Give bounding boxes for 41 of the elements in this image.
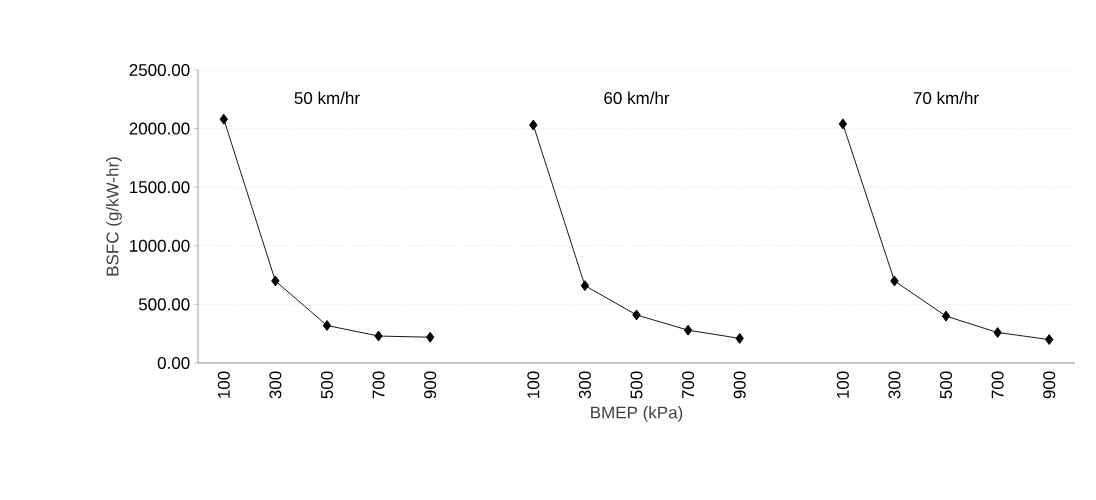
point: [941, 310, 951, 322]
x-tick-label: 500: [940, 371, 953, 399]
point: [632, 309, 641, 321]
x-tick-label: 100: [217, 371, 230, 398]
point: [890, 275, 899, 287]
point: [219, 113, 228, 125]
point: [374, 330, 383, 342]
point: [993, 327, 1002, 338]
x-tick-label: 100: [836, 371, 849, 398]
x-tick-label: 500: [320, 371, 333, 399]
point: [838, 118, 848, 130]
y-tick-label: 1000.00: [130, 239, 190, 252]
point: [425, 331, 435, 343]
x-tick-label: 300: [578, 371, 591, 399]
y-tick-label: 2500.00: [129, 63, 190, 77]
x-tick-label: 100: [527, 371, 540, 398]
x-tick-label: 700: [682, 371, 695, 399]
annotation: 70 km/hr: [913, 91, 979, 105]
y-axis-title: BSFC (g/kW-hr): [106, 157, 122, 276]
x-tick-label: 700: [991, 371, 1004, 399]
y-tick-label: 0.00: [157, 356, 190, 370]
point: [580, 280, 590, 292]
annotation: 60 km/hr: [604, 91, 670, 105]
y-tick-label: 500.00: [138, 298, 190, 311]
point: [271, 275, 280, 287]
point: [529, 119, 538, 131]
point: [1045, 334, 1054, 345]
x-tick-label: 300: [269, 371, 282, 399]
annotation: 50 km/hr: [294, 91, 360, 105]
x-tick-label: 300: [888, 371, 901, 399]
point: [735, 332, 744, 344]
x-tick-label: 900: [733, 371, 746, 399]
point: [322, 320, 332, 331]
x-axis-title: BMEP (kPa): [591, 406, 683, 422]
y-tick-label: 2000.00: [129, 122, 190, 135]
x-tick-label: 500: [630, 371, 643, 399]
x-tick-label: 900: [424, 371, 437, 399]
y-tick-label: 1500.00: [130, 181, 190, 194]
point: [683, 324, 693, 336]
x-tick-label: 900: [1043, 371, 1056, 399]
x-tick-label: 700: [372, 371, 385, 399]
